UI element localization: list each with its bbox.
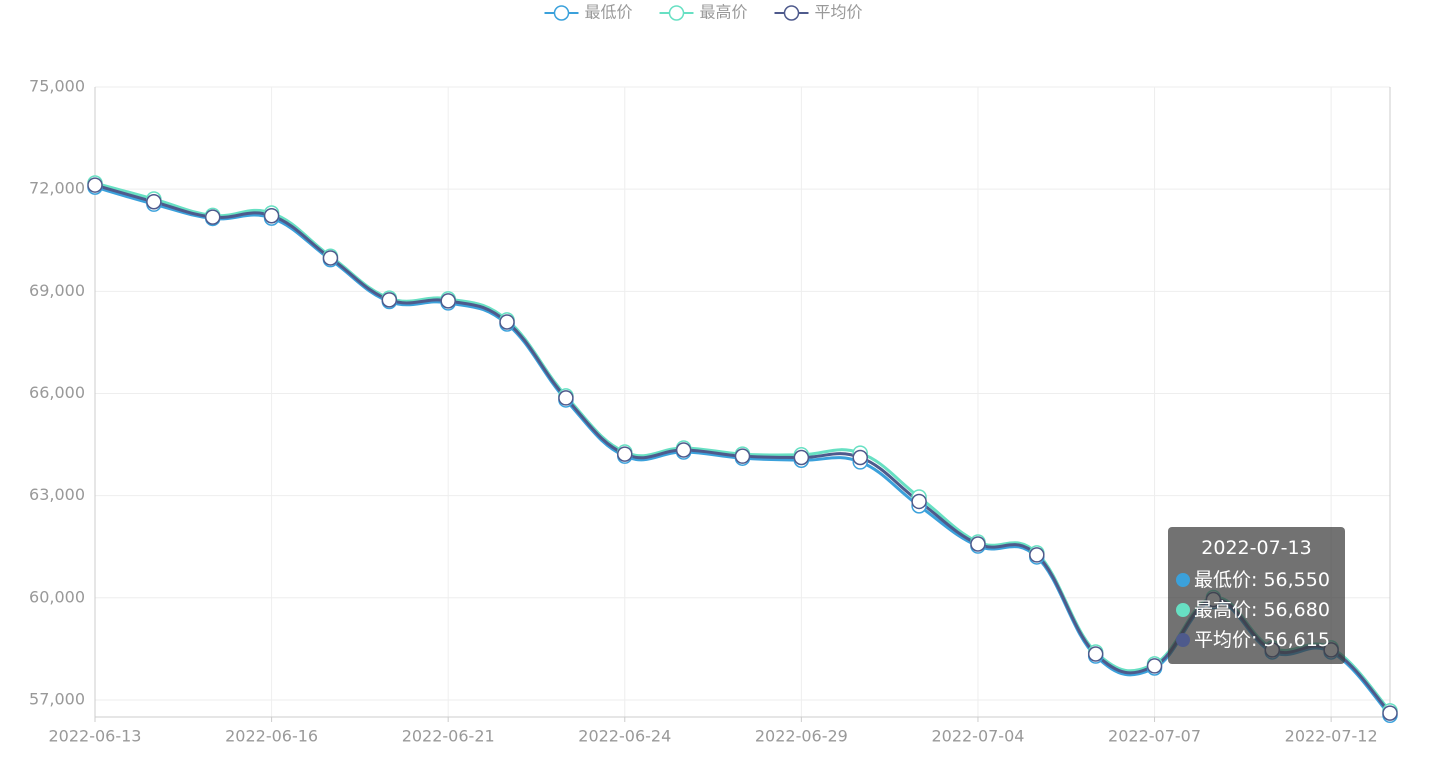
y-tick-label: 72,000 bbox=[29, 179, 85, 198]
y-tick-label: 75,000 bbox=[29, 77, 85, 96]
tooltip-value: 56,615 bbox=[1263, 629, 1330, 651]
point bbox=[852, 449, 868, 466]
y-tick-label: 63,000 bbox=[29, 485, 85, 504]
x-tick-label: 2022-06-29 bbox=[755, 727, 848, 746]
legend-marker bbox=[783, 5, 800, 21]
x-tick-label: 2022-07-07 bbox=[1108, 727, 1201, 746]
y-tick-label: 66,000 bbox=[29, 383, 85, 402]
tooltip-name: 最低价 bbox=[1194, 569, 1252, 591]
legend-label: 最高价 bbox=[700, 3, 748, 22]
legend-marker bbox=[553, 5, 570, 21]
x-tick-label: 2022-06-21 bbox=[402, 727, 495, 746]
tooltip-row: 最低价: 56,550 bbox=[1176, 565, 1337, 595]
point bbox=[499, 314, 515, 330]
point bbox=[204, 209, 221, 225]
y-tick-label: 57,000 bbox=[29, 689, 85, 708]
tooltip-value: 56,680 bbox=[1263, 599, 1330, 621]
tooltip-name: 平均价 bbox=[1194, 629, 1252, 651]
x-tick-label: 2022-06-24 bbox=[578, 727, 671, 746]
point bbox=[675, 442, 692, 458]
tooltip-value: 56,550 bbox=[1263, 569, 1330, 591]
x-tick-label: 2022-07-04 bbox=[931, 727, 1024, 746]
x-tick-label: 2022-06-13 bbox=[49, 727, 142, 746]
point bbox=[322, 250, 339, 266]
y-tick-label: 60,000 bbox=[29, 587, 85, 606]
point bbox=[1029, 547, 1045, 563]
legend-label: 最低价 bbox=[585, 3, 633, 22]
tooltip-dot bbox=[1176, 573, 1190, 587]
tooltip-title: 2022-07-13 bbox=[1201, 537, 1312, 559]
x-tick-label: 2022-06-16 bbox=[225, 727, 318, 746]
tooltip-name: 最高价 bbox=[1194, 599, 1252, 621]
point bbox=[1146, 658, 1163, 674]
tooltip-dot bbox=[1176, 633, 1190, 647]
tooltip: 2022-07-13 最低价: 56,550 最高价: 56,680 平均价: 56… bbox=[1168, 527, 1345, 664]
point bbox=[1087, 646, 1104, 662]
tooltip-dot bbox=[1176, 603, 1190, 617]
point bbox=[734, 448, 751, 464]
point bbox=[381, 292, 398, 308]
x-tick-label: 2022-07-12 bbox=[1285, 727, 1378, 746]
tooltip-row: 平均价: 56,615 bbox=[1176, 625, 1337, 655]
legend-marker bbox=[668, 5, 685, 21]
point bbox=[793, 449, 810, 466]
y-tick-label: 69,000 bbox=[29, 281, 85, 300]
legend-label: 平均价 bbox=[815, 3, 863, 22]
point bbox=[87, 177, 103, 193]
point bbox=[263, 207, 280, 224]
tooltip-row: 最高价: 56,680 bbox=[1176, 595, 1337, 625]
point bbox=[146, 194, 162, 210]
point bbox=[440, 293, 456, 309]
point bbox=[617, 446, 633, 462]
point bbox=[970, 536, 986, 552]
point bbox=[1382, 705, 1398, 721]
point bbox=[911, 493, 927, 510]
point bbox=[558, 390, 574, 406]
